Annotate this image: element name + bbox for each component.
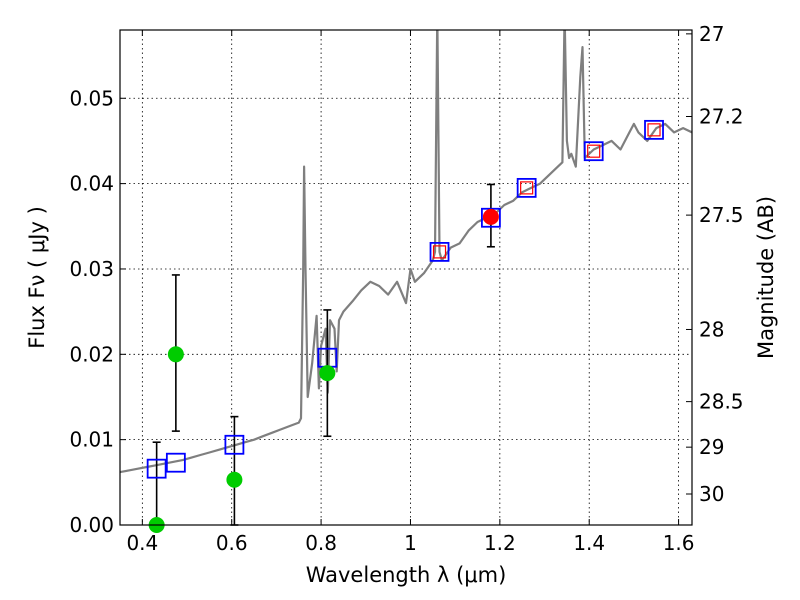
observed-point: [167, 346, 184, 363]
observed-point: [226, 471, 243, 488]
observed-square-marker: [587, 144, 601, 158]
y-tick-label: 0.03: [69, 257, 114, 281]
y-axis-label: Flux Fν ( μJy ): [25, 206, 49, 349]
x-tick-label: 0.6: [216, 531, 248, 555]
y2-tick-label: 30: [699, 482, 724, 506]
observed-point: [319, 365, 336, 382]
x-tick-label: 1: [404, 531, 417, 555]
x-tick-label: 1.6: [663, 531, 695, 555]
observed-square-marker: [520, 181, 534, 195]
x-tick-label: 0.4: [126, 531, 158, 555]
plot-frame: [119, 29, 693, 526]
model-square-marker: [583, 141, 604, 162]
y2-tick-label: 28.5: [699, 390, 744, 414]
grid: [120, 30, 692, 526]
model-square-marker: [165, 452, 186, 473]
y-tick-label: 0.05: [69, 86, 114, 110]
model-square-marker: [481, 207, 501, 228]
observed-square-marker: [647, 123, 661, 137]
model-square-marker: [429, 241, 450, 262]
y2-tick-label: 27.5: [699, 203, 744, 227]
y2-tick-label: 29: [699, 435, 724, 459]
y2-tick-label: 27.2: [699, 104, 744, 128]
y2-tick-label: 28: [699, 317, 724, 341]
x-tick-label: 0.8: [305, 531, 337, 555]
y-tick-label: 0.00: [69, 513, 114, 537]
y2-axis-label: Magnitude (AB): [754, 196, 778, 359]
y-tick-label: 0.02: [69, 342, 114, 366]
marker-layer: [146, 119, 664, 533]
model-square-marker: [644, 119, 664, 140]
tick-layer: 0.4 0.6 0.8 1 1.2 1.4 1.6 0.00 0.01 0.02 0.03 0.04 0…: [69, 22, 743, 555]
sed-line-layer: [120, 30, 692, 474]
x-axis-label: Wavelength λ (μm): [306, 563, 507, 587]
y-tick-label: 0.04: [69, 172, 114, 196]
error-bar-layer: [152, 183, 495, 526]
model-square-marker: [224, 434, 245, 455]
x-tick-label: 1.4: [573, 531, 605, 555]
sed-model-line: [120, 30, 692, 474]
observed-point: [482, 208, 499, 225]
observed-square-marker: [432, 245, 447, 259]
y2-tick-label: 27: [699, 22, 724, 46]
x-tick-label: 1.2: [484, 531, 516, 555]
model-square-marker: [146, 458, 167, 479]
model-square-marker: [516, 177, 537, 198]
y-tick-label: 0.01: [69, 428, 114, 452]
